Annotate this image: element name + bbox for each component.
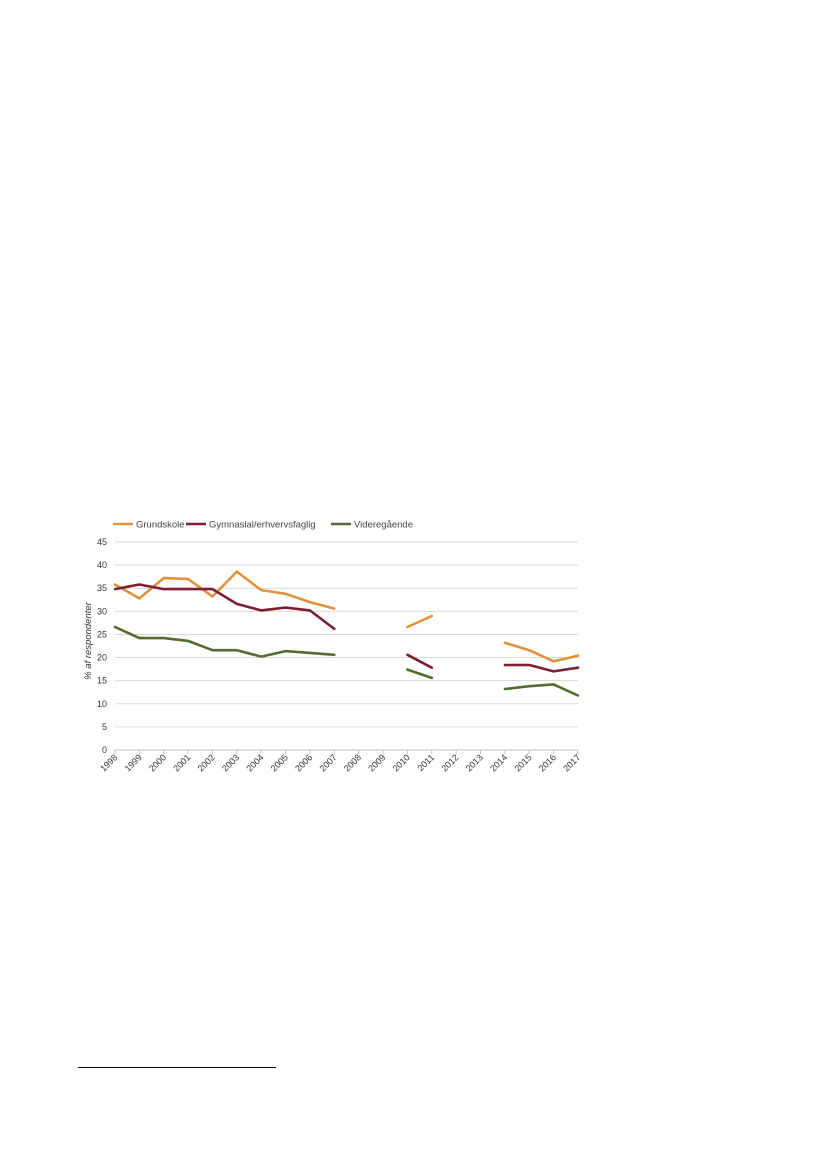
y-axis-label: % af respondenter bbox=[83, 601, 94, 679]
x-tick-label: 2016 bbox=[537, 752, 558, 773]
x-tick-label: 2006 bbox=[293, 752, 314, 773]
x-tick-label: 2004 bbox=[244, 752, 265, 773]
series-line-segment bbox=[503, 663, 580, 673]
x-tick-label: 2011 bbox=[415, 752, 436, 773]
legend-label: Grundskole bbox=[136, 520, 185, 531]
y-tick-label: 20 bbox=[97, 653, 107, 663]
series-1 bbox=[113, 583, 580, 673]
x-tick-label: 1998 bbox=[98, 752, 119, 773]
series-line-segment bbox=[113, 625, 336, 658]
x-tick-label: 2002 bbox=[196, 752, 217, 773]
y-tick-label: 15 bbox=[97, 676, 107, 686]
x-tick-label: 2007 bbox=[317, 752, 338, 773]
y-tick-label: 25 bbox=[97, 629, 107, 639]
series-line-segment bbox=[406, 668, 434, 680]
y-tick-label: 10 bbox=[97, 699, 107, 709]
y-tick-label: 5 bbox=[102, 722, 107, 732]
y-tick-label: 35 bbox=[97, 583, 107, 593]
x-tick-label: 2015 bbox=[512, 752, 533, 773]
legend-label: Videregående bbox=[354, 520, 413, 531]
x-tick-label: 2012 bbox=[439, 752, 460, 773]
series-line-segment bbox=[406, 653, 434, 670]
x-tick-label: 2009 bbox=[366, 752, 387, 773]
x-tick-label: 2014 bbox=[488, 752, 509, 773]
series-line-segment bbox=[113, 583, 336, 631]
y-tick-label: 30 bbox=[97, 606, 107, 616]
legend: Grundskole Gymnasial/erhvervsfaglig Videre… bbox=[113, 520, 413, 531]
x-tick-label: 2017 bbox=[561, 752, 582, 773]
series-line-segment bbox=[503, 683, 580, 697]
gridlines bbox=[115, 541, 578, 728]
y-tick-label: 0 bbox=[102, 745, 107, 755]
x-tick-label: 2000 bbox=[147, 752, 168, 773]
series-line-segment bbox=[503, 641, 580, 663]
x-tick-label: 1999 bbox=[123, 752, 144, 773]
footnote-divider bbox=[78, 1067, 276, 1068]
x-tick-label: 2010 bbox=[391, 752, 412, 773]
y-tick-label: 45 bbox=[97, 537, 107, 547]
series-line-segment bbox=[113, 570, 336, 610]
x-tick-label: 2013 bbox=[464, 752, 485, 773]
y-tick-label: 40 bbox=[97, 560, 107, 570]
x-tick-label: 2008 bbox=[342, 752, 363, 773]
legend-label: Gymnasial/erhvervsfaglig bbox=[209, 520, 316, 531]
x-tick-label: 2001 bbox=[171, 752, 192, 773]
x-tick-label: 2003 bbox=[220, 752, 241, 773]
series-lines bbox=[113, 570, 580, 697]
x-tick-label: 2005 bbox=[269, 752, 290, 773]
series-line-segment bbox=[406, 614, 434, 629]
series-0 bbox=[113, 570, 580, 663]
series-2 bbox=[113, 625, 580, 697]
